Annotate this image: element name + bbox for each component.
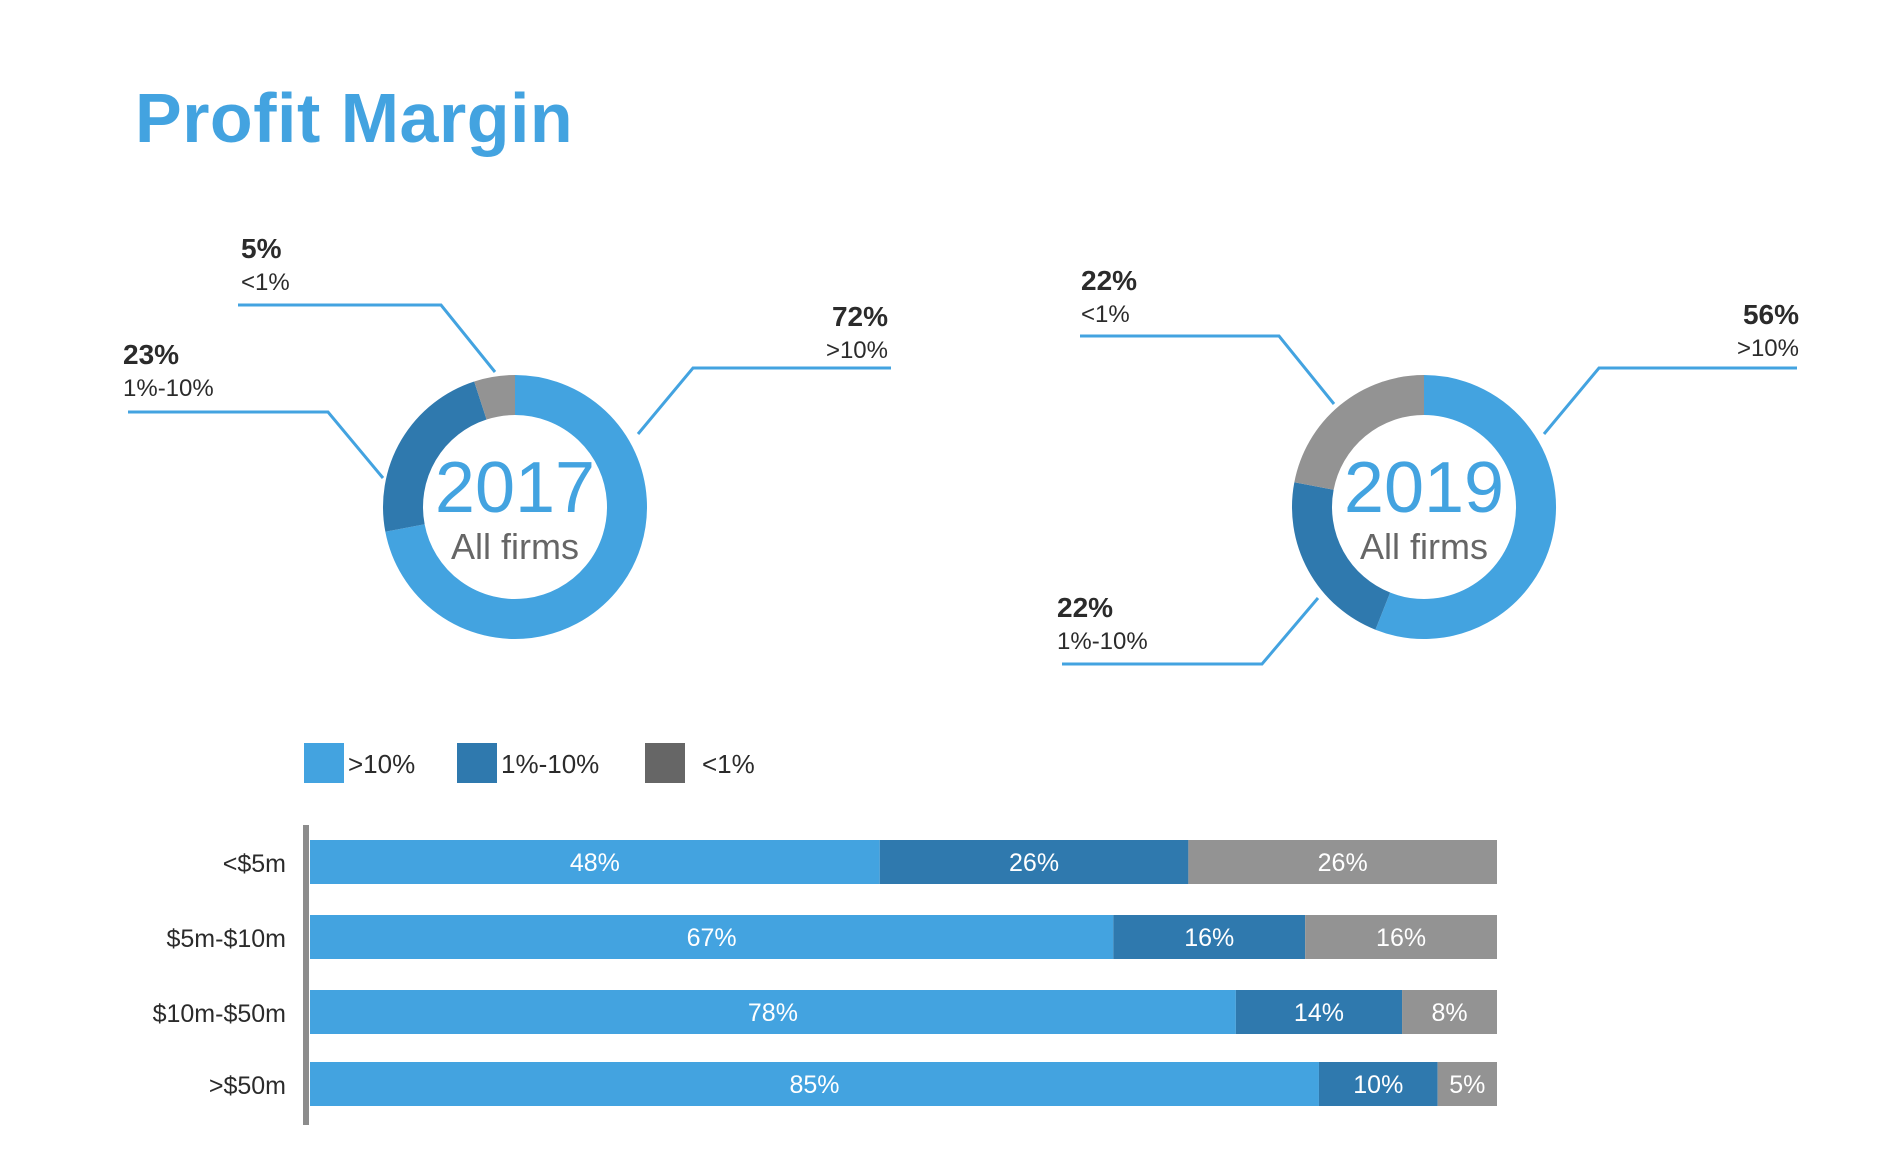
callout-line [1062, 597, 1320, 666]
bar-value-label: 78% [748, 999, 798, 1027]
donut-center-year: 2017 [435, 448, 595, 528]
bar-value-label: 48% [570, 849, 620, 877]
callout-line [238, 303, 497, 373]
legend-label: <1% [702, 749, 755, 779]
bar-segment [1402, 990, 1497, 1034]
donut-center-year: 2019 [1344, 448, 1504, 528]
donut-slice-1-10 [1292, 482, 1391, 630]
bar-value-label: 85% [789, 1071, 839, 1099]
callout-category: 1%-10% [123, 375, 214, 402]
y-axis-line [303, 825, 309, 1125]
callout-value: 22% [1081, 265, 1137, 296]
bar-row: <$5m 48% 26% 26% [223, 840, 1497, 884]
page-title: Profit Margin [135, 79, 574, 157]
legend-swatch [457, 743, 497, 783]
bar-value-label: 5% [1449, 1071, 1485, 1099]
legend-label: >10% [348, 749, 415, 779]
legend-swatch [304, 743, 344, 783]
donut-center-subtitle: All firms [1360, 526, 1488, 567]
donut-slice-lt1 [1294, 375, 1425, 491]
donut-slice-gt10 [1375, 375, 1556, 639]
bar-segment [1437, 1062, 1497, 1106]
bar-value-label: 26% [1009, 849, 1059, 877]
bar-segment [1235, 990, 1403, 1034]
row-label: <$5m [223, 850, 286, 878]
callout-category: >10% [1737, 335, 1799, 362]
callout-category: <1% [1081, 301, 1130, 328]
bar-value-label: 8% [1431, 999, 1467, 1027]
donut-slice-1-10 [383, 381, 488, 532]
callout-line [1542, 366, 1797, 435]
donut-slice-gt10 [385, 375, 647, 639]
row-label: $10m-$50m [153, 1000, 286, 1028]
callout-line [1080, 334, 1336, 405]
callout-value: 56% [1743, 299, 1799, 330]
callout-category: <1% [241, 269, 290, 296]
bar-segment [310, 1062, 1319, 1106]
bar-row: $10m-$50m 78% 14% 8% [153, 990, 1497, 1034]
callout-value: 23% [123, 339, 179, 370]
bar-segment [1305, 915, 1497, 959]
bar-segment [879, 840, 1189, 884]
bar-value-label: 14% [1294, 999, 1344, 1027]
legend-swatch [645, 743, 685, 783]
callout-value: 5% [241, 233, 282, 264]
bar-segment [310, 915, 1114, 959]
row-label: >$50m [209, 1072, 286, 1100]
bar-value-label: 16% [1184, 924, 1234, 952]
bar-segment [310, 990, 1236, 1034]
bar-row: $5m-$10m 67% 16% 16% [167, 915, 1497, 959]
bar-value-label: 10% [1353, 1071, 1403, 1099]
bar-value-label: 16% [1376, 924, 1426, 952]
donut-slice-lt1 [474, 375, 516, 420]
donut-center-subtitle: All firms [451, 526, 579, 567]
callout-value: 72% [832, 301, 888, 332]
bar-segment [1113, 915, 1306, 959]
legend-label: 1%-10% [501, 749, 599, 779]
bar-segment [1318, 1062, 1438, 1106]
callout-value: 22% [1057, 592, 1113, 623]
bar-segment [1188, 840, 1497, 884]
row-label: $5m-$10m [167, 925, 287, 953]
callout-line [636, 366, 891, 435]
callout-category: >10% [826, 337, 888, 364]
callout-line [128, 410, 385, 479]
bar-value-label: 26% [1318, 849, 1368, 877]
bar-row: >$50m 85% 10% 5% [209, 1062, 1497, 1106]
callout-category: 1%-10% [1057, 628, 1148, 655]
bar-value-label: 67% [687, 924, 737, 952]
legend: >10% 1%-10% <1% [304, 743, 755, 783]
bar-segment [310, 840, 880, 884]
